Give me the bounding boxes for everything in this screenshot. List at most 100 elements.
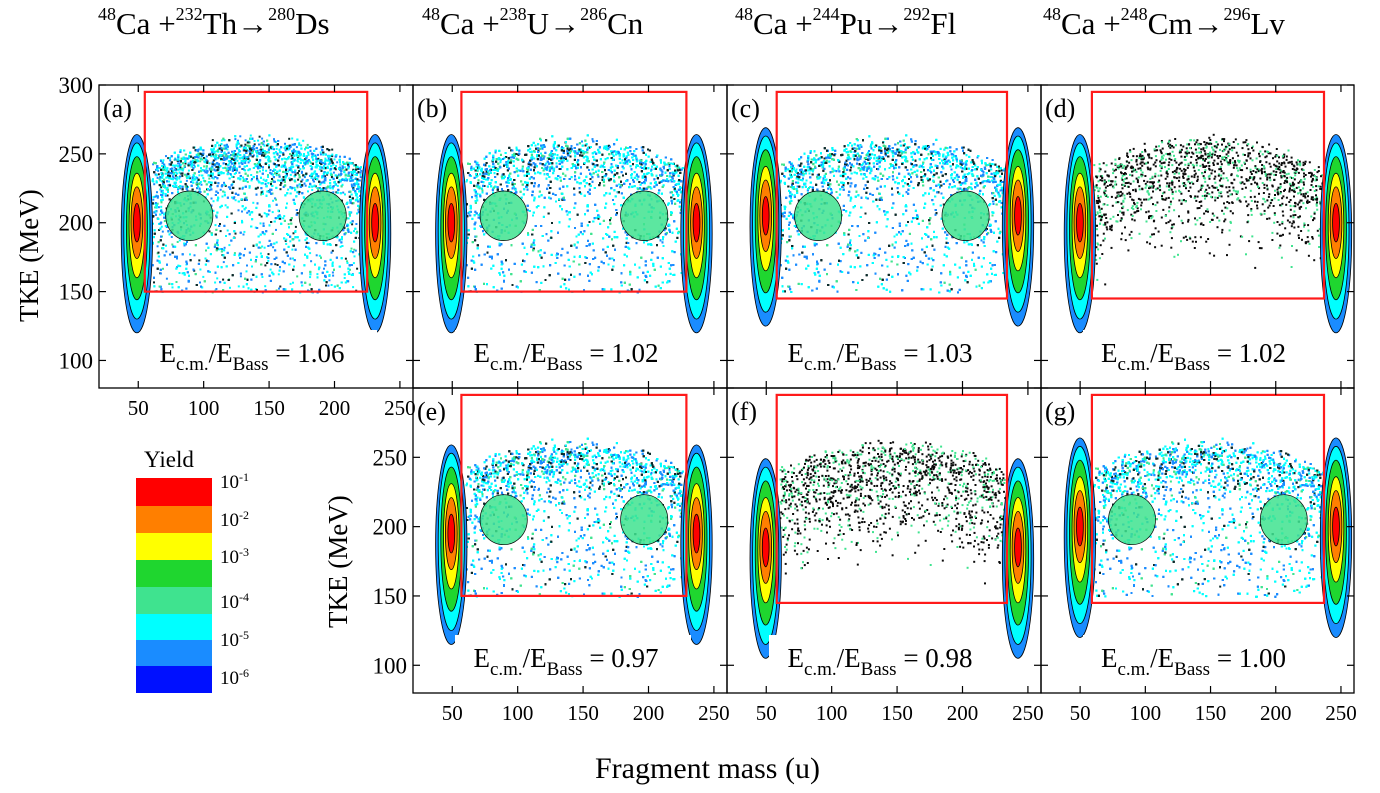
ratio-box-5 <box>769 635 1005 687</box>
x-tick-label-0-100: 100 <box>188 396 220 420</box>
y-tick-label-0-200: 200 <box>59 211 94 236</box>
x-axis-title: Fragment mass (u) <box>595 752 820 786</box>
qe-peak-right-3 <box>1319 134 1353 334</box>
ratio-label-4: Ec.m./EBass = 0.97 <box>473 643 658 680</box>
legend-swatch-0 <box>136 478 212 506</box>
panel-label-2: (c) <box>731 94 760 123</box>
panel-plot-6 <box>1063 437 1353 638</box>
qe-peak-right-2 <box>1001 127 1035 327</box>
ratio-box-0 <box>141 330 377 382</box>
x-tick-label-5-250: 250 <box>1012 701 1044 725</box>
y-tick-label-4-200: 200 <box>373 515 408 540</box>
y-tick-label-4-100: 100 <box>373 653 408 678</box>
x-tick-label-5-50: 50 <box>756 701 777 725</box>
y-tick-label-4-150: 150 <box>373 584 408 609</box>
legend-swatch-2 <box>136 533 212 560</box>
panel-0: Ec.m./EBass = 1.06 (a) 50 100 150 200 250 100 15… <box>59 73 416 420</box>
ff-window-0 <box>143 90 369 293</box>
x-tick-label-4-200: 200 <box>633 701 665 725</box>
qe-peak-left-5 <box>749 458 782 659</box>
x-tick-label-0-250: 250 <box>384 396 416 420</box>
qe-peak-right-6 <box>1319 437 1353 638</box>
panel-label-3: (d) <box>1045 94 1075 123</box>
x-tick-label-5-150: 150 <box>881 701 913 725</box>
panel-1: Ec.m./EBass = 1.02 (b) <box>412 84 728 389</box>
panel-plot-4 <box>435 437 713 645</box>
legend-swatch-4 <box>136 587 212 614</box>
legend-label-2: 10-3 <box>220 546 249 569</box>
x-tick-label-4-50: 50 <box>442 701 463 725</box>
qf-lobe-right-6 <box>1259 494 1308 546</box>
panel-5: Ec.m./EBass = 0.98 (f) 50 100 150 200 250 <box>726 387 1044 725</box>
x-tick-label-6-250: 250 <box>1325 701 1357 725</box>
ff-window-5 <box>775 393 1009 604</box>
qe-peak-left-3 <box>1063 134 1097 334</box>
legend-title: Yield <box>144 447 194 473</box>
y-tick-label-0-250: 250 <box>59 142 94 167</box>
qf-lobe-right-1 <box>620 190 669 241</box>
panel-plot-5 <box>749 439 1035 659</box>
x-tick-label-4-250: 250 <box>698 701 730 725</box>
panel-label-6: (g) <box>1045 397 1075 426</box>
y-tick-label-0-150: 150 <box>59 280 94 305</box>
panel-plot-0 <box>120 134 392 334</box>
reaction-title-1: 48Ca +238U→286Cn <box>422 5 643 42</box>
qf-lobe-left-6 <box>1108 494 1156 546</box>
ratio-box-6 <box>1083 635 1318 687</box>
ratio-label-3: Ec.m./EBass = 1.02 <box>1101 338 1286 375</box>
reaction-title-2: 48Ca +244Pu→292Fl <box>735 5 956 42</box>
ratio-label-1: Ec.m./EBass = 1.02 <box>473 338 658 375</box>
ratio-box-1 <box>455 330 691 382</box>
ratio-box-4 <box>455 635 691 687</box>
x-tick-label-4-100: 100 <box>502 701 534 725</box>
y-tick-label-4-250: 250 <box>373 445 408 470</box>
qe-peak-right-5 <box>1001 458 1035 659</box>
panel-label-0: (a) <box>103 94 132 123</box>
y-tick-label-0-300: 300 <box>59 73 94 98</box>
x-tick-label-0-200: 200 <box>319 396 351 420</box>
qf-arc-points-3 <box>1093 133 1325 286</box>
qf-lobe-left-0 <box>165 190 214 241</box>
qf-lobe-left-4 <box>479 494 528 546</box>
ff-window-4 <box>460 393 688 597</box>
panel-2: Ec.m./EBass = 1.03 (c) <box>726 84 1042 389</box>
legend-swatch-3 <box>136 560 212 587</box>
qe-peak-right-4 <box>680 444 713 645</box>
ff-window-2 <box>775 90 1009 300</box>
legend-label-5: 10-6 <box>220 667 249 690</box>
qe-peak-left-4 <box>435 444 468 645</box>
qe-peak-right-1 <box>680 134 713 334</box>
qf-lobe-right-0 <box>298 190 347 241</box>
qe-peak-left-2 <box>749 127 782 327</box>
x-tick-label-0-50: 50 <box>128 396 149 420</box>
qf-lobe-left-1 <box>479 190 528 241</box>
panel-label-5: (f) <box>731 397 757 426</box>
legend-label-3: 10-4 <box>220 591 249 614</box>
x-tick-label-4-150: 150 <box>567 701 599 725</box>
x-tick-label-6-150: 150 <box>1195 701 1227 725</box>
reaction-title-3: 48Ca +248Cm→296Lv <box>1043 5 1285 42</box>
x-tick-label-0-150: 150 <box>253 396 285 420</box>
qe-peak-right-0 <box>358 134 392 334</box>
ff-window-6 <box>1090 393 1326 604</box>
legend-label-1: 10-2 <box>220 509 249 532</box>
ff-window-1 <box>460 90 688 293</box>
y-tick-label-0-100: 100 <box>59 348 94 373</box>
legend-swatch-6 <box>136 640 212 666</box>
panel-4: Ec.m./EBass = 0.97 (e) 50 100 150 200 250 100 15… <box>373 387 730 725</box>
panel-label-1: (b) <box>417 94 447 123</box>
legend-swatch-7 <box>136 666 212 693</box>
ratio-box-3 <box>1083 330 1318 382</box>
x-tick-label-6-200: 200 <box>1260 701 1292 725</box>
panel-label-4: (e) <box>417 397 446 426</box>
panel-plot-3 <box>1063 133 1353 334</box>
qf-lobe-right-4 <box>620 494 669 546</box>
ratio-box-2 <box>769 330 1005 382</box>
x-tick-label-5-200: 200 <box>947 701 979 725</box>
panel-3: Ec.m./EBass = 1.02 (d) <box>1040 84 1355 389</box>
legend-label-0: 10-1 <box>220 471 249 494</box>
ratio-label-0: Ec.m./EBass = 1.06 <box>159 338 344 375</box>
panel-frame-6 <box>1040 387 1355 694</box>
qe-peak-left-6 <box>1063 437 1097 638</box>
